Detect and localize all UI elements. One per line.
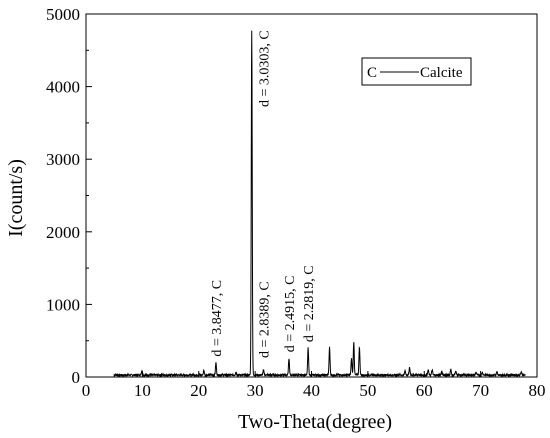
peak-annotation: d = 3.0303, C bbox=[258, 30, 273, 107]
y-tick-label: 0 bbox=[72, 368, 81, 387]
peak-annotation: d = 3.8477, C bbox=[210, 280, 225, 357]
legend: C Calcite bbox=[361, 57, 472, 86]
x-tick-label: 40 bbox=[303, 381, 320, 400]
y-axis-label: I(count/s) bbox=[5, 159, 27, 237]
y-tick-label: 3000 bbox=[46, 150, 80, 169]
x-tick-label: 50 bbox=[359, 381, 376, 400]
peak-annotation: d = 2.2819, C bbox=[302, 265, 317, 342]
x-tick-label: 10 bbox=[134, 381, 151, 400]
x-tick-label: 20 bbox=[190, 381, 207, 400]
x-tick-label: 70 bbox=[472, 381, 489, 400]
peak-annotation: d = 2.8389, C bbox=[258, 281, 273, 358]
series-line bbox=[113, 30, 526, 378]
peak-annotation: d = 2.4915, C bbox=[283, 276, 298, 353]
x-tick-label: 30 bbox=[247, 381, 264, 400]
y-tick-label: 2000 bbox=[46, 223, 80, 242]
y-axis-ticks: 0 1000 2000 3000 4000 5000 bbox=[46, 5, 92, 387]
y-tick-label: 4000 bbox=[46, 78, 80, 97]
y-tick-label: 1000 bbox=[46, 295, 80, 314]
x-axis-label: Two-Theta(degree) bbox=[238, 411, 392, 433]
peak-annotations: d = 3.8477, C d = 3.0303, C d = 2.8389, C d… bbox=[210, 30, 317, 358]
legend-label-text: Calcite bbox=[420, 65, 463, 81]
x-axis-ticks: 0 10 20 30 40 50 60 70 80 bbox=[82, 371, 546, 400]
x-tick-label: 80 bbox=[529, 381, 546, 400]
x-tick-label: 0 bbox=[82, 381, 91, 400]
y-tick-label: 5000 bbox=[46, 5, 80, 24]
x-tick-label: 60 bbox=[416, 381, 433, 400]
legend-marker-text: C bbox=[367, 65, 377, 81]
